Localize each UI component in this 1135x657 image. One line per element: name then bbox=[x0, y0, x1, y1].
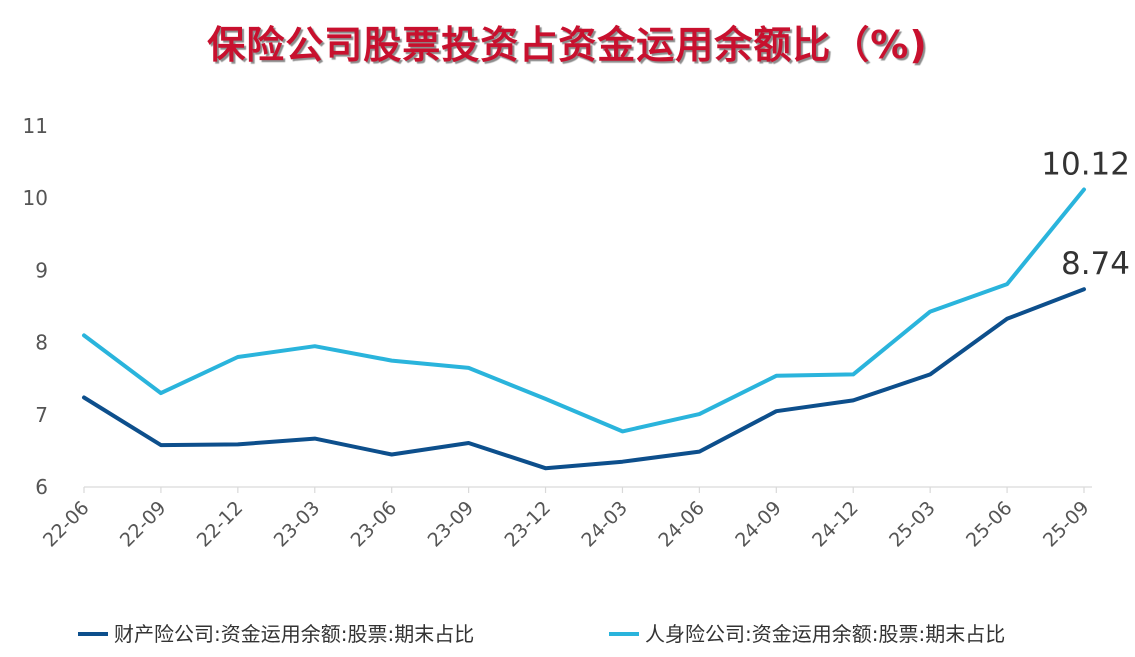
y-tick-label: 10 bbox=[23, 186, 48, 210]
end-value-label-2: 10.12 bbox=[1041, 147, 1130, 183]
x-tick-label: 24-06 bbox=[654, 497, 709, 552]
label-layer: 8.74 10.12 bbox=[1041, 147, 1130, 283]
x-tick-label: 23-06 bbox=[347, 497, 402, 552]
y-tick-label: 11 bbox=[23, 114, 48, 138]
y-tick-label: 6 bbox=[35, 475, 48, 499]
x-tick-label: 24-12 bbox=[808, 497, 863, 552]
y-tick-label: 8 bbox=[35, 331, 48, 355]
x-tick-label: 22-06 bbox=[39, 497, 94, 552]
x-tick-label: 24-03 bbox=[577, 497, 632, 552]
x-tick-label: 23-09 bbox=[424, 497, 479, 552]
series-line-1 bbox=[82, 287, 1086, 471]
x-tick-label: 25-06 bbox=[962, 497, 1017, 552]
x-tick-label: 22-09 bbox=[116, 497, 171, 552]
series-line-2 bbox=[82, 187, 1086, 434]
x-tick-label: 23-12 bbox=[500, 497, 555, 552]
x-tick-label: 24-09 bbox=[731, 497, 786, 552]
x-tick-label: 23-03 bbox=[270, 497, 325, 552]
legend-label-2: 人身险公司:资金运用余额:股票:期末占比 bbox=[645, 622, 1005, 646]
chart-title: 保险公司股票投资占资金运用余额比（%) bbox=[207, 23, 928, 67]
axis-layer: 6 7 8 9 10 11 22-06 22-09 22-12 23-03 23-06 23-09 23… bbox=[23, 114, 1094, 552]
y-tick-label: 7 bbox=[35, 403, 48, 427]
x-tick-label: 25-03 bbox=[885, 497, 940, 552]
y-tick-label: 9 bbox=[35, 258, 48, 282]
series-layer bbox=[82, 187, 1086, 471]
end-value-label-1: 8.74 bbox=[1061, 246, 1130, 282]
x-tick-label: 25-09 bbox=[1039, 497, 1094, 552]
legend-label-1: 财产险公司:资金运用余额:股票:期末占比 bbox=[114, 622, 474, 646]
x-tick-label: 22-12 bbox=[193, 497, 248, 552]
legend-layer: 财产险公司:资金运用余额:股票:期末占比 人身险公司:资金运用余额:股票:期末占比 bbox=[78, 622, 1005, 646]
